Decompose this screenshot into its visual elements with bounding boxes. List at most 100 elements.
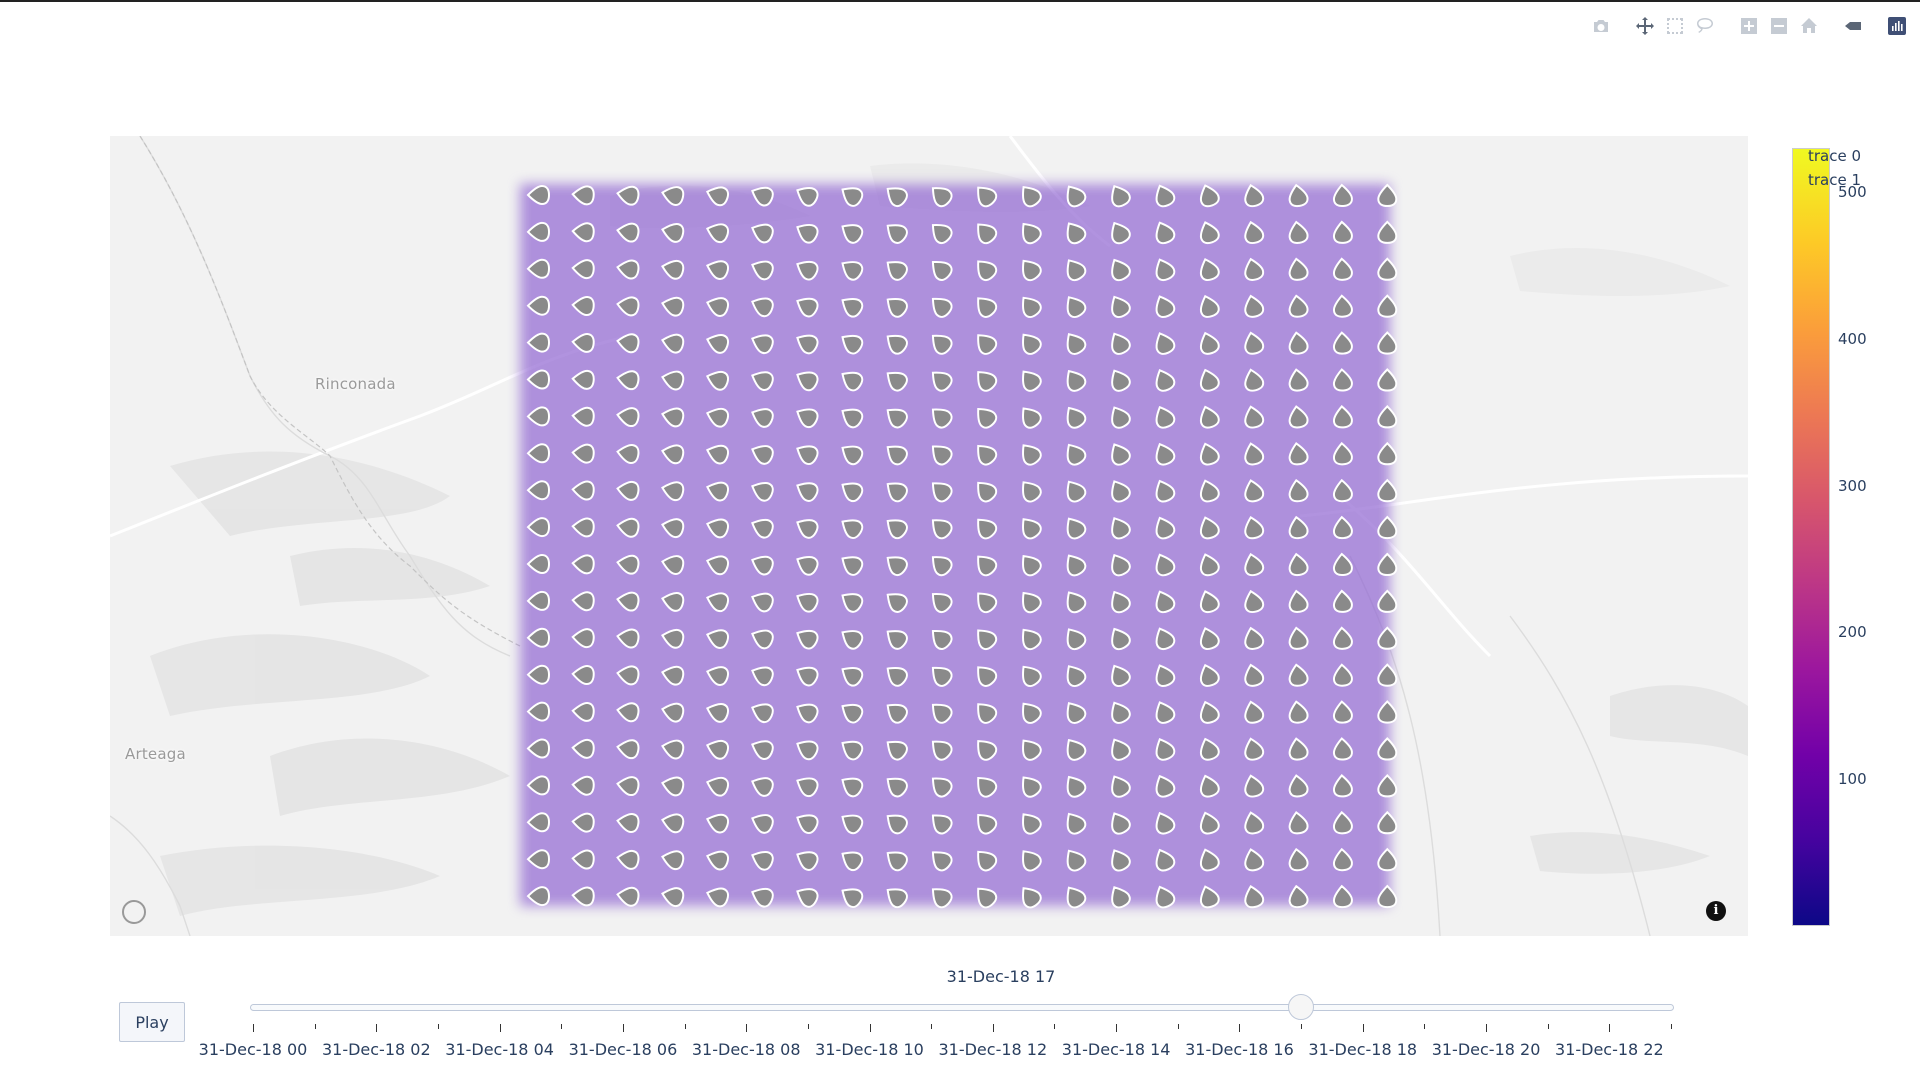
wind-direction-marker: [1066, 849, 1087, 872]
wind-direction-marker: [706, 370, 729, 391]
wind-direction-marker: [841, 888, 864, 908]
wind-direction-marker: [1111, 443, 1131, 466]
plotly-logo-icon[interactable]: [1882, 14, 1912, 38]
slider-step-label[interactable]: 31-Dec-18 14: [1061, 1040, 1171, 1059]
slider-step-label[interactable]: 31-Dec-18 18: [1308, 1040, 1418, 1059]
home-icon[interactable]: [1794, 14, 1824, 38]
slider-step-label[interactable]: 31-Dec-18 20: [1431, 1040, 1541, 1059]
wind-direction-marker: [616, 554, 640, 575]
wind-direction-marker: [1155, 553, 1176, 577]
wind-direction-marker: [1244, 626, 1265, 650]
wind-direction-marker: [616, 886, 640, 907]
wind-direction-marker: [1199, 811, 1220, 835]
slider-tick: [437, 1024, 439, 1029]
wind-direction-marker: [796, 408, 819, 429]
wind-direction-marker: [1377, 294, 1398, 318]
wind-direction-marker: [977, 260, 998, 282]
toggle-spike-icon[interactable]: [1838, 14, 1868, 38]
wind-direction-marker: [526, 812, 551, 833]
slider-handle[interactable]: [1288, 994, 1315, 1020]
map-view[interactable]: Rinconada Arteaga i: [110, 136, 1748, 936]
wind-direction-marker: [571, 369, 595, 390]
box-select-icon[interactable]: [1660, 14, 1690, 38]
wind-direction-marker: [796, 888, 819, 908]
slider-tick: [869, 1024, 871, 1032]
slider-step-label[interactable]: 31-Dec-18 04: [445, 1040, 554, 1059]
wind-direction-marker: [796, 371, 819, 392]
zoom-in-icon[interactable]: [1734, 14, 1764, 38]
wind-direction-marker: [796, 482, 819, 502]
compass-icon[interactable]: [122, 900, 146, 924]
modebar-group-logo: [1882, 14, 1912, 38]
camera-icon[interactable]: [1586, 14, 1616, 38]
slider-step-label[interactable]: 31-Dec-18 12: [938, 1040, 1048, 1059]
wind-direction-marker: [977, 223, 998, 245]
info-icon[interactable]: i: [1706, 901, 1726, 921]
wind-direction-marker: [841, 187, 864, 207]
lasso-select-icon[interactable]: [1690, 14, 1720, 38]
wind-direction-marker: [526, 369, 551, 390]
wind-direction-marker: [977, 629, 998, 651]
wind-direction-marker: [977, 850, 998, 872]
pan-icon[interactable]: [1630, 14, 1660, 38]
wind-direction-marker: [571, 849, 595, 870]
wind-direction-marker: [977, 887, 998, 909]
wind-direction-marker: [796, 556, 819, 576]
wind-direction-marker: [751, 555, 774, 576]
wind-direction-marker: [1199, 368, 1220, 392]
slider-step-label[interactable]: 31-Dec-18 08: [691, 1040, 801, 1059]
slider-rail[interactable]: [250, 1004, 1674, 1011]
legend-item-trace-0[interactable]: trace 0: [1808, 147, 1862, 165]
wind-direction-marker: [616, 370, 640, 391]
slider-step-label[interactable]: 31-Dec-18 06: [568, 1040, 678, 1059]
wind-direction-marker: [616, 776, 640, 797]
wind-direction-marker: [1022, 444, 1042, 466]
slider-step-label[interactable]: 31-Dec-18 22: [1555, 1040, 1664, 1059]
wind-direction-marker: [1244, 442, 1265, 466]
wind-direction-marker: [1111, 701, 1131, 724]
wind-direction-marker: [571, 259, 595, 280]
wind-direction-marker: [1199, 553, 1220, 577]
wind-direction-marker: [1066, 480, 1087, 503]
wind-direction-marker: [751, 371, 774, 391]
wind-direction-marker: [661, 296, 685, 317]
wind-direction-marker: [1377, 441, 1398, 466]
wind-direction-marker: [1155, 627, 1176, 651]
wind-direction-marker: [931, 666, 953, 687]
slider-tick: [1609, 1024, 1611, 1032]
wind-direction-marker: [931, 187, 953, 208]
play-button[interactable]: Play: [119, 1002, 185, 1042]
wind-direction-marker: [526, 664, 551, 685]
modebar-group-hover: [1838, 14, 1868, 38]
wind-direction-marker: [751, 740, 774, 760]
wind-direction-marker: [616, 407, 640, 428]
wind-direction-marker: [1377, 257, 1398, 281]
zoom-out-icon[interactable]: [1764, 14, 1794, 38]
slider-tick: [992, 1024, 994, 1032]
wind-direction-marker: [1332, 478, 1353, 503]
slider-step-label[interactable]: 31-Dec-18 02: [321, 1040, 431, 1059]
wind-direction-marker: [1244, 479, 1265, 503]
wind-direction-marker: [526, 258, 551, 279]
wind-direction-marker: [1066, 775, 1087, 798]
wind-direction-marker: [661, 259, 685, 280]
slider-step-label[interactable]: 31-Dec-18 10: [815, 1040, 924, 1059]
wind-direction-marker: [706, 850, 729, 871]
wind-direction-marker: [1022, 518, 1042, 540]
wind-direction-marker: [886, 740, 908, 761]
wind-direction-marker: [931, 888, 953, 909]
colorbar-tick-label: 300: [1838, 476, 1867, 495]
wind-direction-marker: [1377, 404, 1398, 429]
slider-tick: [1054, 1024, 1056, 1029]
legend-item-trace-1[interactable]: trace 1: [1808, 171, 1862, 189]
wind-direction-marker: [526, 221, 551, 242]
wind-direction-marker: [1066, 369, 1087, 392]
slider-step-label[interactable]: 31-Dec-18 16: [1185, 1040, 1294, 1059]
wind-direction-marker: [661, 186, 685, 206]
slider-tick: [1239, 1024, 1241, 1032]
wind-direction-marker: [526, 480, 551, 501]
slider-tick: [1424, 1024, 1426, 1029]
wind-direction-marker: [706, 407, 729, 428]
slider-step-label[interactable]: 31-Dec-18 00: [198, 1040, 308, 1059]
wind-direction-marker: [931, 408, 953, 429]
